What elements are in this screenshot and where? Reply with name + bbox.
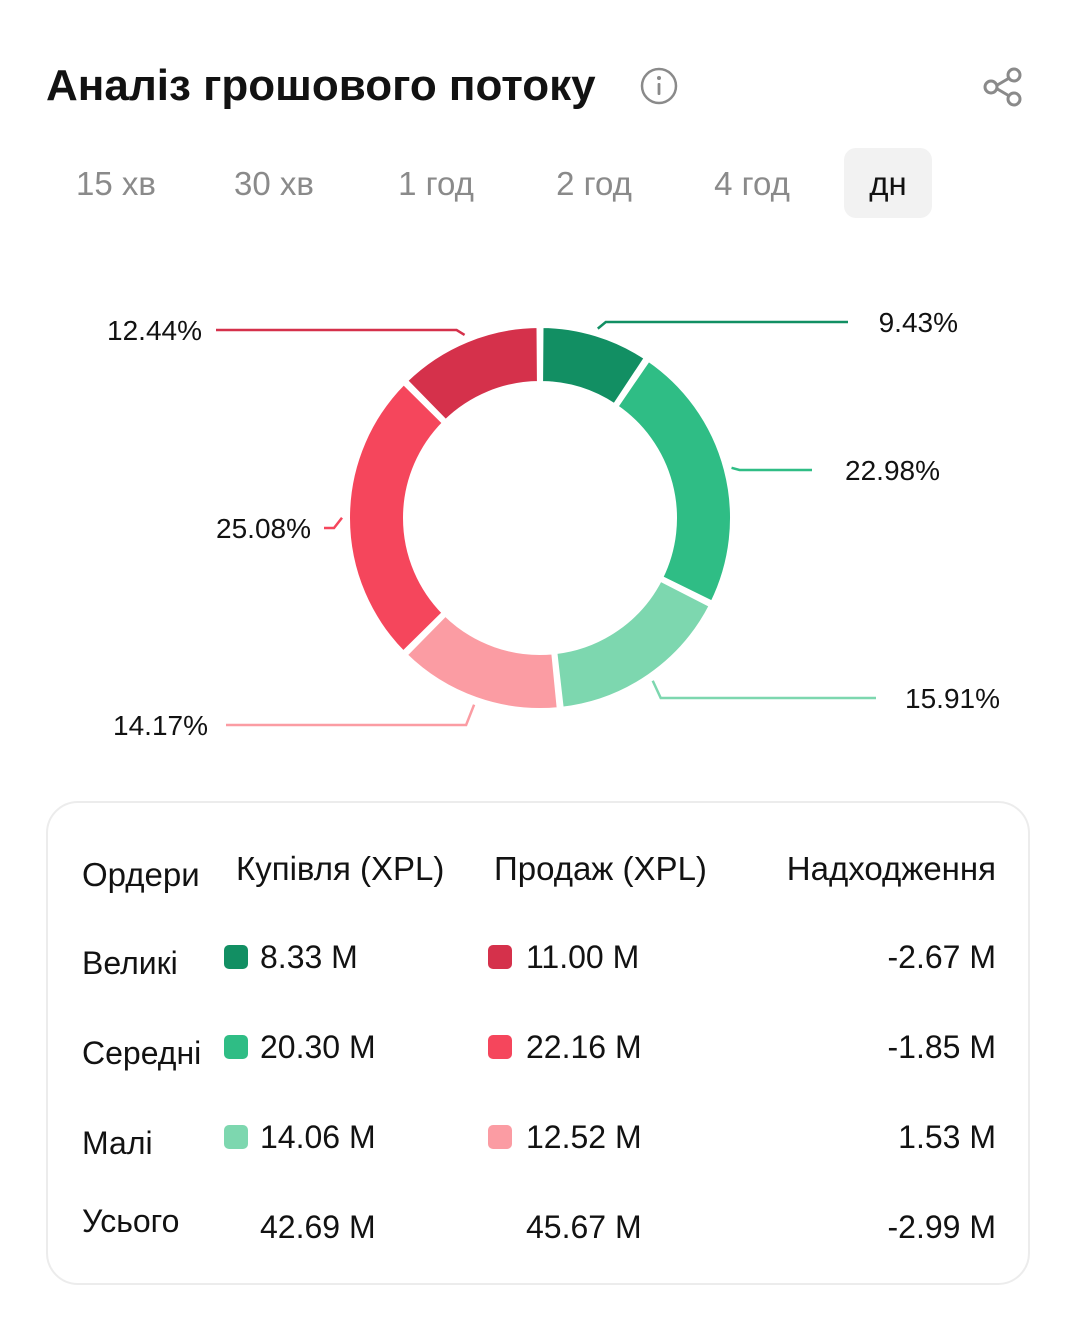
buy-large: 8.33 M [260,939,358,975]
tab-15m[interactable]: 15 хв [76,165,156,202]
slice-label-0: 9.43% [879,307,958,338]
donut-slice-3[interactable] [402,611,561,712]
sell-large: 11.00 M [526,939,640,975]
tab-1d[interactable]: дн [844,148,932,218]
tab-2h[interactable]: 2 год [556,165,632,202]
money-flow-donut-chart: 9.43% 22.98% 15.91% 14.17% 25.08% 12.44% [0,280,1080,760]
sell-total: 45.67 M [526,1209,642,1245]
col-header-buy: Купівля (XPL) [236,850,445,887]
slice-label-4: 25.08% [216,513,311,544]
donut-svg: 9.43% 22.98% 15.91% 14.17% 25.08% 12.44% [107,307,1000,741]
swatch-buy-medium [224,1035,248,1059]
buy-total: 42.69 M [260,1209,376,1245]
leader-line-4 [324,516,343,530]
slice-label-1: 22.98% [845,455,940,486]
row-label-total: Усього [82,1203,180,1239]
row-label-large: Великі [82,945,178,981]
buy-small: 14.06 M [260,1119,376,1155]
info-icon[interactable] [640,67,678,105]
tab-1h[interactable]: 1 год [398,165,474,202]
donut-slice-1[interactable] [613,356,734,606]
col-header-inflow: Надходження [786,850,996,887]
donut-slice-0[interactable] [539,323,649,409]
inflow-total: -2.99 M [887,1209,996,1245]
swatch-sell-small [488,1125,512,1149]
leader-line-3 [226,704,476,727]
swatch-sell-large [488,945,512,969]
slice-label-5: 12.44% [107,315,202,346]
buy-medium: 20.30 M [260,1029,376,1065]
inflow-medium: -1.85 M [887,1029,996,1065]
timeframe-tabs: 15 хв 30 хв 1 год 2 год 4 год дн [46,148,1036,220]
orders-table: Ордери Купівля (XPL) Продаж (XPL) Надход… [46,801,1030,1285]
swatch-sell-medium [488,1035,512,1059]
tab-30m[interactable]: 30 хв [234,165,314,202]
leader-line-2 [651,680,876,700]
tab-4h[interactable]: 4 год [714,165,790,202]
share-icon[interactable] [982,66,1024,108]
col-header-orders: Ордери [82,856,200,893]
donut-slice-5[interactable] [403,323,541,425]
col-header-sell: Продаж (XPL) [494,850,707,887]
row-label-medium: Середні [82,1035,202,1071]
inflow-small: 1.53 M [898,1119,996,1155]
leader-line-5 [216,328,466,336]
sell-small: 12.52 M [526,1119,642,1155]
leader-line-0 [597,320,848,330]
page-title: Аналіз грошового потоку [46,61,596,110]
swatch-buy-small [224,1125,248,1149]
donut-slice-2[interactable] [553,576,714,711]
inflow-large: -2.67 M [887,939,996,975]
slice-label-3: 14.17% [113,710,208,741]
donut-slice-4[interactable] [346,379,447,656]
header: Аналіз грошового потоку [46,58,1036,118]
sell-medium: 22.16 M [526,1029,642,1065]
slice-label-2: 15.91% [905,683,1000,714]
swatch-buy-large [224,945,248,969]
leader-line-1 [731,466,812,472]
row-label-small: Малі [82,1125,153,1161]
